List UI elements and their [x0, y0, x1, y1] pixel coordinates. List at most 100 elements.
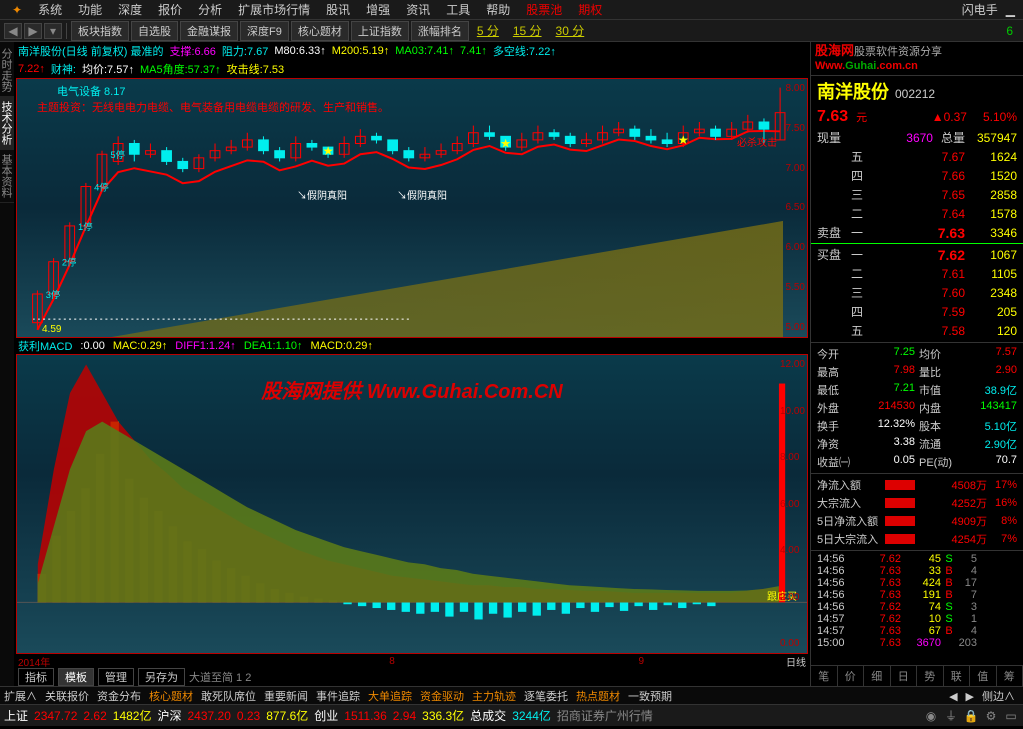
wifi-icon[interactable]: ⏚	[943, 708, 959, 724]
menu-item-6[interactable]: 股讯	[318, 1, 358, 18]
macd-chart[interactable]: 股海网提供 Www.Guhai.Com.CN 跟庄买 12.0010.008.0…	[16, 354, 808, 654]
menu-item-4[interactable]: 分析	[190, 1, 230, 18]
br1-item-5[interactable]: 重要新闻	[264, 688, 308, 704]
left-tab-0[interactable]: 分时走势	[0, 44, 14, 97]
menu-item-0[interactable]: 系统	[30, 1, 70, 18]
main-kline-chart[interactable]: ★★★3停2停1停4停5停 电气设备 8.17 主题投资：无线电电力电缆、电气装…	[16, 78, 808, 338]
btab-1[interactable]: 模板	[58, 668, 94, 686]
ch2-item-1: 财神:	[51, 61, 76, 77]
menu-item-10[interactable]: 帮助	[478, 1, 518, 18]
rp-tab-0[interactable]: 笔	[811, 666, 838, 686]
ch-item-2: M80:6.33↑	[274, 45, 325, 57]
menu-red-0[interactable]: 股票池	[518, 1, 570, 18]
bid-row-0: 买盘 一 7.62 1067	[811, 245, 1023, 264]
macd-header: 获利MACD :0.00 MAC:0.29↑ DIFF1:1.24↑ DEA1:…	[14, 338, 810, 354]
flash-hand[interactable]: 闪电手	[958, 1, 1002, 18]
menubar: ✦ 系统功能深度报价分析扩展市场行情股讯增强资讯工具帮助 股票池期权 闪电手 ▁	[0, 0, 1023, 20]
btab-extra[interactable]: 大道至简 1 2	[189, 669, 251, 685]
theme-text: 主题投资：无线电电力电缆、电气装备用电缆电缆的研发、生产和销售。	[37, 99, 389, 115]
br1-r-0[interactable]: ◀	[945, 691, 961, 703]
br1-item-4[interactable]: 敢死队席位	[201, 688, 256, 704]
bid-row-2: 三 7.60 2348	[811, 283, 1023, 302]
tb-btn-1[interactable]: 自选股	[131, 21, 178, 41]
period-2[interactable]: 30 分	[550, 22, 591, 39]
dropdown-icon[interactable]: ▾	[44, 23, 62, 39]
br1-item-7[interactable]: 大单追踪	[368, 688, 412, 704]
br1-r-2[interactable]: 侧边∧	[978, 691, 1019, 703]
left-tab-2[interactable]: 基本资料	[0, 150, 14, 203]
menu-item-9[interactable]: 工具	[438, 1, 478, 18]
menu-item-7[interactable]: 增强	[358, 1, 398, 18]
signal-icon[interactable]: ◉	[923, 708, 939, 724]
rp-tab-1[interactable]: 价	[838, 666, 865, 686]
kill-label: 必杀攻击	[737, 134, 777, 149]
info-row-5: 净资3.38 流通2.90亿	[811, 435, 1023, 453]
svg-text:★: ★	[500, 137, 511, 151]
min-icon[interactable]: ▁	[1002, 3, 1019, 17]
info-row-4: 换手12.32% 股本5.10亿	[811, 417, 1023, 435]
tb-btn-2[interactable]: 金融谋报	[180, 21, 238, 41]
menu-item-5[interactable]: 扩展市场行情	[230, 1, 318, 18]
tick-row-1: 14:567.63 33 B 4	[811, 565, 1023, 577]
rp-tab-7[interactable]: 筹	[997, 666, 1023, 686]
rp-tab-5[interactable]: 联	[944, 666, 971, 686]
ask-row-1: 四 7.66 1520	[811, 166, 1023, 185]
macd-h-3: DEA1:1.10↑	[244, 340, 303, 352]
btab-2[interactable]: 管理	[98, 668, 134, 686]
br1-item-3[interactable]: 核心题材	[149, 688, 193, 704]
period-0[interactable]: 5 分	[471, 22, 505, 39]
gear-icon[interactable]: ⚙	[983, 708, 999, 724]
tb-btn-4[interactable]: 核心题材	[291, 21, 349, 41]
screen-icon[interactable]: ▭	[1003, 708, 1019, 724]
flow-row-0: 净流入额 4508万17%	[811, 476, 1023, 494]
menu-item-2[interactable]: 深度	[110, 1, 150, 18]
rp-tab-6[interactable]: 值	[970, 666, 997, 686]
rp-tab-3[interactable]: 日	[891, 666, 918, 686]
br1-item-8[interactable]: 资金驱动	[420, 688, 464, 704]
svg-text:★: ★	[322, 144, 333, 158]
menu-red-1[interactable]: 期权	[570, 1, 610, 18]
menu-item-1[interactable]: 功能	[70, 1, 110, 18]
ask-row-0: 五 7.67 1624	[811, 147, 1023, 166]
br1-item-2[interactable]: 资金分布	[97, 688, 141, 704]
btab-0[interactable]: 指标	[18, 668, 54, 686]
tick-row-7: 15:007.63 3670 203	[811, 637, 1023, 649]
current-price: 7.63	[817, 108, 848, 126]
period-1[interactable]: 15 分	[507, 22, 548, 39]
br1-item-10[interactable]: 逐笔委托	[524, 688, 568, 704]
toolbar-last[interactable]: 6	[1000, 24, 1019, 38]
lock-icon[interactable]: 🔒	[963, 708, 979, 724]
nav-fwd-icon[interactable]: ▶	[24, 23, 42, 39]
menu-item-3[interactable]: 报价	[150, 1, 190, 18]
menu-item-8[interactable]: 资讯	[398, 1, 438, 18]
macd-y-axis: 12.0010.008.006.004.002.000.00	[780, 355, 805, 653]
br1-item-0[interactable]: 扩展∧	[4, 688, 37, 704]
macd-title: 获利MACD	[18, 338, 72, 354]
tb-btn-5[interactable]: 上证指数	[351, 21, 409, 41]
btab-3[interactable]: 另存为	[138, 668, 185, 686]
br1-item-1[interactable]: 关联报价	[45, 688, 89, 704]
time-axis-right: 日线	[766, 654, 806, 669]
tb-btn-3[interactable]: 深度F9	[240, 21, 289, 41]
rp-tab-2[interactable]: 细	[864, 666, 891, 686]
macd-h-4: MACD:0.29↑	[311, 340, 373, 352]
macd-h-0: :0.00	[80, 340, 104, 352]
ch-item-4: MA03:7.41↑	[395, 45, 454, 57]
left-tab-1[interactable]: 技术分析	[0, 97, 14, 150]
ch-item-5: 7.41↑	[460, 45, 487, 57]
svg-text:2停: 2停	[62, 257, 77, 268]
br1-item-6[interactable]: 事件追踪	[316, 688, 360, 704]
br1-r-1[interactable]: ▶	[962, 691, 978, 703]
app-icon: ✦	[4, 3, 30, 17]
nav-back-icon[interactable]: ◀	[4, 23, 22, 39]
stock-title: 南洋股份 002212	[811, 76, 1023, 106]
tb-btn-6[interactable]: 涨幅排名	[411, 21, 469, 41]
br1-item-9[interactable]: 主力轨迹	[472, 688, 516, 704]
rp-bottom-tabs: 笔价细日势联值筹	[811, 665, 1023, 686]
tb-btn-0[interactable]: 板块指数	[71, 21, 129, 41]
br1-item-11[interactable]: 热点题材	[576, 688, 620, 704]
main-y-axis: 8.007.507.006.506.005.505.00	[786, 79, 805, 337]
rp-tab-4[interactable]: 势	[917, 666, 944, 686]
ask-row-3: 二 7.64 1578	[811, 204, 1023, 223]
br1-item-12[interactable]: 一致预期	[628, 688, 672, 704]
